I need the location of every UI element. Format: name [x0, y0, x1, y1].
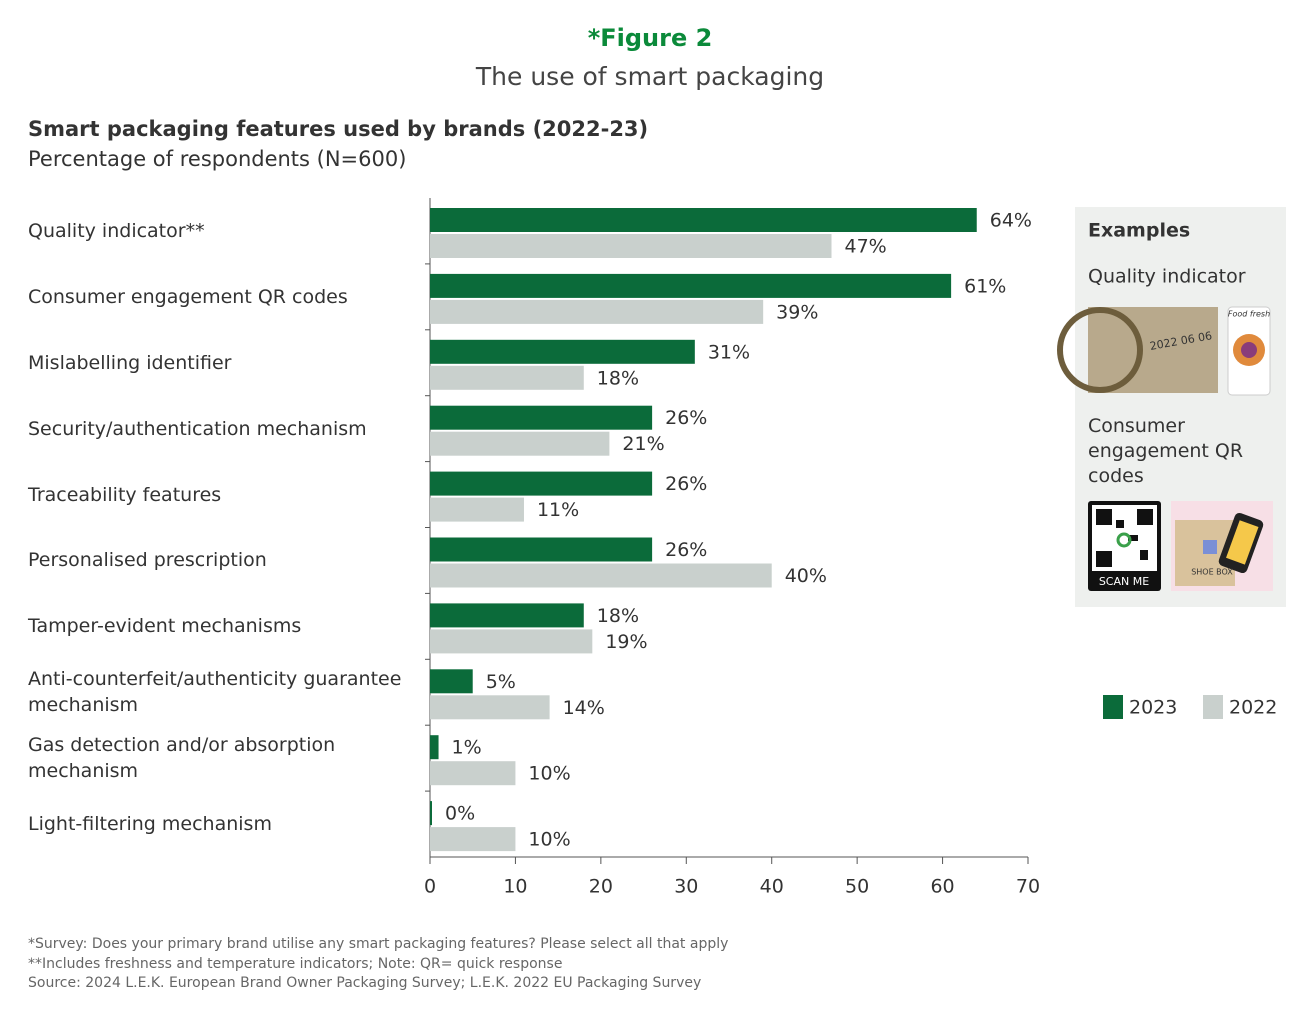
quality-indicator-image: 2022 06 06 Food fresh [1057, 306, 1271, 396]
x-tick-label: 10 [503, 876, 527, 898]
x-tick-label: 40 [760, 876, 784, 898]
data-label: 18% [597, 605, 639, 627]
x-tick-label: 50 [845, 876, 869, 898]
legend-swatch [1203, 695, 1223, 719]
y-tick-label: Quality indicator** [28, 219, 205, 242]
bar [430, 365, 584, 390]
bar [430, 431, 610, 456]
bar [430, 695, 550, 720]
data-label: 1% [452, 737, 482, 759]
bar [430, 273, 952, 298]
bar [430, 339, 695, 364]
image-text: SHOE BOX [1191, 568, 1233, 577]
legend-label: 2023 [1129, 697, 1177, 719]
bar [430, 669, 473, 694]
y-tick-label: Security/authentication mechanism [28, 417, 367, 440]
data-label: 61% [964, 275, 1006, 297]
x-tick-label: 0 [424, 876, 436, 898]
y-tick-label: Gas detection and/or absorption mechanis… [28, 734, 336, 783]
bar [430, 405, 653, 430]
data-label: 26% [665, 473, 707, 495]
bar [430, 603, 584, 628]
chart-subtitle: Percentage of respondents (N=600) [28, 147, 407, 171]
example-label: Consumer engagement QR codes [1088, 415, 1244, 487]
bar [430, 629, 593, 654]
footnote: *Survey: Does your primary brand utilise… [28, 936, 729, 952]
figure-label: *Figure 2 [587, 24, 713, 52]
bar [430, 801, 432, 826]
data-label: 64% [990, 210, 1032, 232]
examples-title: Examples [1088, 220, 1190, 242]
bar [430, 471, 653, 496]
data-label: 31% [708, 341, 750, 363]
y-tick-label: Light-filtering mechanism [28, 813, 272, 836]
data-label: 11% [537, 499, 579, 521]
qr-code-image: SCAN ME SHOE BOX [1088, 501, 1273, 591]
data-label: 26% [665, 407, 707, 429]
data-label: 19% [605, 631, 647, 653]
data-label: 10% [528, 763, 570, 785]
data-label: 14% [563, 697, 605, 719]
bar [430, 299, 764, 324]
image-text: Food fresh [1228, 310, 1270, 319]
data-label: 18% [597, 367, 639, 389]
y-tick-label: Traceability features [28, 483, 222, 506]
y-tick-label: Anti-counterfeit/authenticity guarantee … [28, 668, 402, 717]
image-text: SCAN ME [1099, 575, 1149, 588]
footnotes: *Survey: Does your primary brand utilise… [28, 935, 728, 994]
legend-swatch [1103, 695, 1123, 719]
bar [430, 234, 832, 258]
data-label: 21% [622, 433, 664, 455]
data-label: 10% [528, 829, 570, 851]
footnote: **Includes freshness and temperature ind… [28, 955, 563, 972]
bar [430, 537, 653, 562]
bar [430, 761, 516, 786]
figure-title: The use of smart packaging [475, 62, 825, 91]
chart-title: Smart packaging features used by brands … [28, 117, 649, 141]
data-label: 39% [776, 301, 818, 323]
x-tick-label: 60 [930, 876, 954, 898]
x-tick-label: 20 [589, 876, 613, 898]
y-tick-label: Consumer engagement QR codes [28, 285, 348, 308]
bar [430, 208, 977, 232]
example-label: Quality indicator [1088, 266, 1246, 288]
footnote: Source: 2024 L.E.K. European Brand Owner… [28, 975, 702, 991]
y-tick-label: Tamper-evident mechanisms [28, 615, 302, 638]
data-label: 40% [785, 565, 827, 587]
bar [430, 735, 439, 760]
bar [430, 827, 516, 852]
y-tick-label: Personalised prescription [28, 549, 267, 572]
data-label: 26% [665, 539, 707, 561]
bar [430, 497, 524, 522]
x-tick-label: 70 [1016, 876, 1040, 898]
legend-label: 2022 [1229, 697, 1277, 719]
bar [430, 563, 772, 588]
x-tick-label: 30 [674, 876, 698, 898]
data-label: 47% [845, 236, 887, 258]
data-label: 5% [486, 671, 516, 693]
data-label: 0% [445, 803, 475, 825]
y-tick-label: Mislabelling identifier [28, 351, 232, 374]
